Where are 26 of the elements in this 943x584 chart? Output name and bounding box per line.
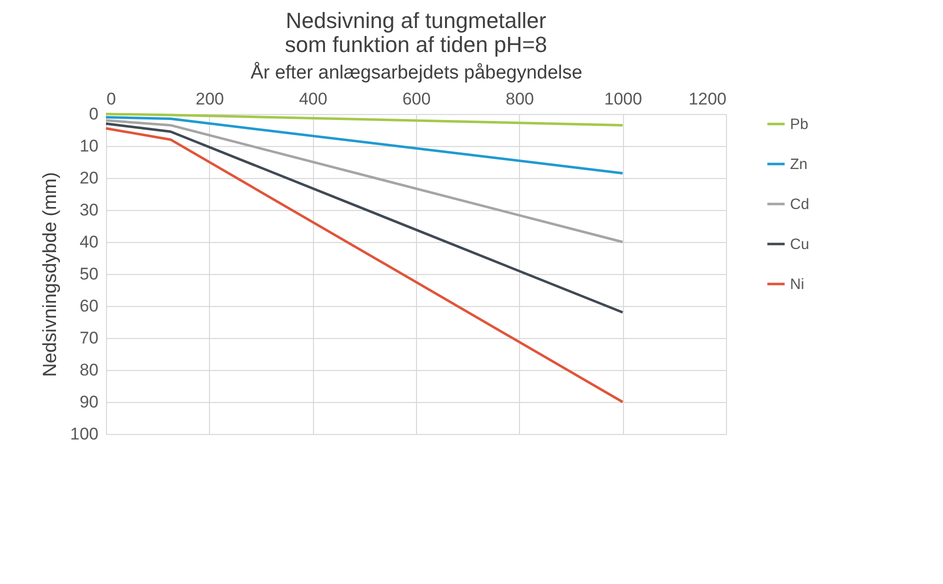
x-tick-label: 400 <box>298 90 328 108</box>
x-tick-label: 1000 <box>604 90 642 108</box>
y-tick-label: 90 <box>80 392 98 412</box>
y-tick-label: 20 <box>80 168 98 188</box>
y-tick-label: 60 <box>80 296 98 316</box>
chart-title: Nedsivning af tungmetaller som funktion af tiden pH=8 <box>284 8 548 57</box>
x-tick-label: 200 <box>196 90 224 108</box>
y-tick-label: 100 <box>70 424 98 444</box>
x-tick-label: 0 <box>106 90 116 108</box>
x-tick-label: 800 <box>506 90 534 108</box>
y-tick-label: 0 <box>89 104 98 124</box>
y-tick-label: 80 <box>80 360 98 380</box>
y-axis-title: Nedsivningsdybde (mm) <box>40 172 62 377</box>
legend-label: Zn <box>790 156 808 173</box>
y-tick-label: 50 <box>80 264 98 284</box>
x-tick-label: 600 <box>402 90 431 108</box>
y-tick-label: 10 <box>80 136 98 156</box>
y-tick-label: 40 <box>80 232 98 252</box>
legend-label: Ni <box>790 276 804 293</box>
x-axis-title: År efter anlægsarbejdets påbegyndelse <box>250 62 582 84</box>
y-tick-label: 30 <box>80 200 98 220</box>
legend-label: Pb <box>790 116 808 133</box>
y-tick-label: 70 <box>80 328 98 348</box>
legend-label: Cd <box>790 196 810 213</box>
legend-label: Cu <box>790 236 810 253</box>
x-tick-label: 1200 <box>688 90 726 108</box>
